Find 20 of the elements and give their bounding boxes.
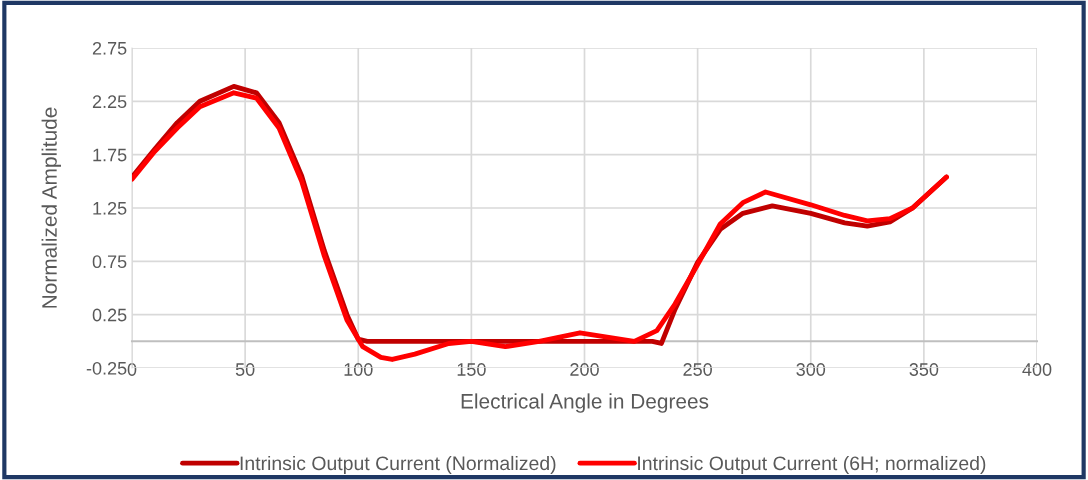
x-tick-label: 350 (909, 363, 939, 376)
x-tick-label: 400 (1022, 363, 1052, 376)
y-axis-title: Normalized Amplitude (41, 107, 61, 308)
x-tick-label: 200 (570, 363, 599, 376)
x-axis-title: Electrical Angle in Degrees (461, 393, 709, 413)
y-tick-label: 2.25 (92, 95, 127, 109)
x-tick-label: 150 (457, 363, 486, 376)
x-tick-label: 50 (235, 363, 255, 376)
y-tick-label: 0.25 (92, 308, 127, 322)
x-tick-label: 0 (127, 363, 137, 376)
y-tick-label: -0.25 (86, 361, 127, 375)
x-tick-label: 250 (683, 363, 712, 376)
x-tick-label: 300 (796, 363, 826, 376)
y-tick-label: 1.25 (93, 201, 127, 215)
legend-label: Intrinsic Output Current (6H; normalized) (638, 455, 986, 475)
y-tick-label: 0.75 (92, 255, 127, 269)
y-tick-label: 1.75 (93, 148, 127, 162)
x-tick-label: 100 (344, 363, 373, 376)
y-tick-label: 2.75 (92, 41, 127, 55)
legend-label: Intrinsic Output Current (Normalized) (240, 455, 556, 475)
